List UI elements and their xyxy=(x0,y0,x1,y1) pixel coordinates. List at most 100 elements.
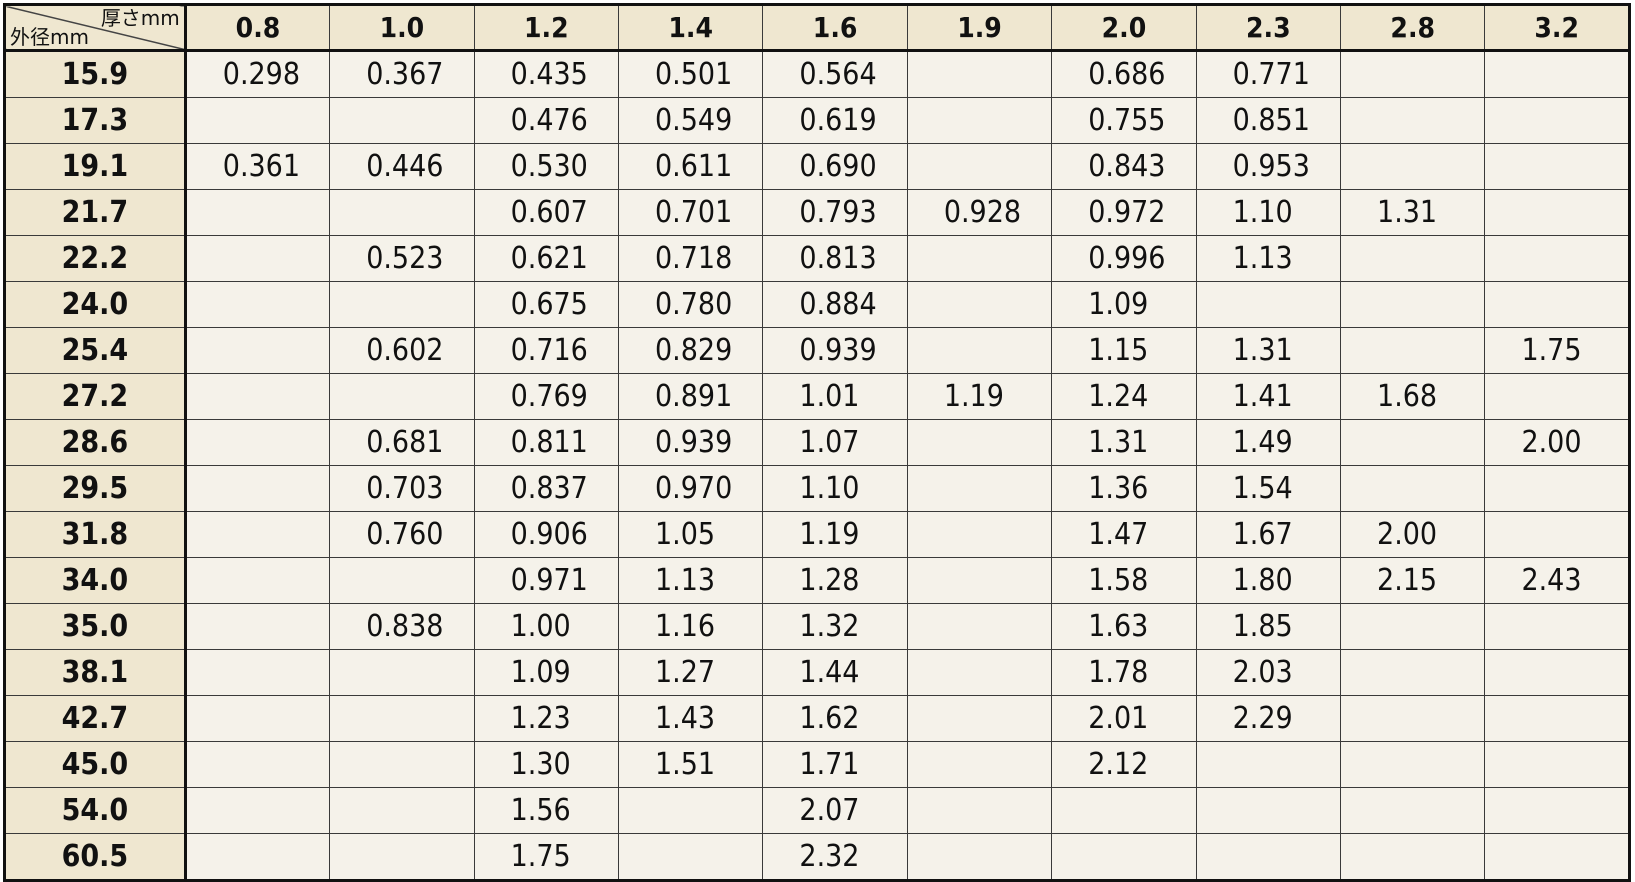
header-row: 厚さmm 外径mm 0.8 1.0 1.2 1.4 1.6 1.9 2.0 2.3 2.8 3.2 xyxy=(4,4,1630,52)
weight-cell: 0.564 xyxy=(762,50,908,98)
weight-cell xyxy=(329,189,475,236)
outer-diameter-cell: 42.7 xyxy=(4,695,187,742)
weight-cell: 1.05 xyxy=(617,511,764,558)
outer-diameter-cell: 45.0 xyxy=(4,741,187,788)
weight-cell: 1.27 xyxy=(617,649,764,696)
weight-cell xyxy=(1484,235,1630,282)
weight-cell: 0.690 xyxy=(762,143,908,190)
weight-cell: 1.00 xyxy=(473,603,620,650)
table-row: 15.9 0.298 0.367 0.435 0.501 0.564 0.686 0.771 xyxy=(4,50,1630,98)
weight-cell xyxy=(184,741,331,788)
weight-cell: 1.80 xyxy=(1195,557,1342,604)
diameter-axis-label: 外径mm xyxy=(10,25,89,49)
thickness-column-header: 1.9 xyxy=(906,4,1053,52)
weight-cell xyxy=(1051,833,1197,881)
weight-cell: 0.530 xyxy=(473,143,620,190)
weight-cell xyxy=(1484,695,1630,742)
weight-cell: 0.771 xyxy=(1195,50,1342,98)
weight-cell: 0.793 xyxy=(762,189,908,236)
weight-cell xyxy=(184,787,331,834)
weight-cell: 0.996 xyxy=(1051,235,1197,282)
weight-cell xyxy=(329,373,475,420)
outer-diameter-cell: 21.7 xyxy=(4,189,187,236)
weight-cell: 1.56 xyxy=(473,787,620,834)
outer-diameter-cell: 28.6 xyxy=(4,419,187,466)
thickness-column-header: 2.0 xyxy=(1051,4,1197,52)
table-row: 25.4 0.602 0.716 0.829 0.939 1.15 1.31 1.75 xyxy=(4,327,1630,374)
weight-cell xyxy=(329,833,475,881)
weight-cell xyxy=(329,787,475,834)
weight-cell xyxy=(1484,833,1630,881)
weight-cell xyxy=(906,281,1053,328)
weight-cell: 1.28 xyxy=(762,557,908,604)
weight-cell: 0.760 xyxy=(329,511,475,558)
weight-cell xyxy=(1340,419,1486,466)
weight-cell xyxy=(1484,50,1630,98)
weight-cell: 1.85 xyxy=(1195,603,1342,650)
weight-cell: 2.43 xyxy=(1484,557,1630,604)
outer-diameter-cell: 27.2 xyxy=(4,373,187,420)
weight-cell: 1.13 xyxy=(1195,235,1342,282)
weight-cell xyxy=(184,695,331,742)
weight-cell: 1.36 xyxy=(1051,465,1197,512)
weight-cell: 0.675 xyxy=(473,281,620,328)
weight-cell: 0.621 xyxy=(473,235,620,282)
weight-cell xyxy=(1340,603,1486,650)
weight-cell: 1.75 xyxy=(473,833,620,881)
weight-cell xyxy=(184,833,331,881)
thickness-column-header: 1.0 xyxy=(329,4,475,52)
weight-cell xyxy=(1484,787,1630,834)
weight-cell xyxy=(329,741,475,788)
weight-cell xyxy=(1195,787,1342,834)
weight-cell: 2.03 xyxy=(1195,649,1342,696)
weight-cell: 0.829 xyxy=(617,327,764,374)
weight-cell xyxy=(1340,695,1486,742)
weight-cell: 1.01 xyxy=(762,373,908,420)
weight-cell: 1.44 xyxy=(762,649,908,696)
weight-cell: 0.811 xyxy=(473,419,620,466)
weight-cell: 2.29 xyxy=(1195,695,1342,742)
weight-cell xyxy=(906,557,1053,604)
weight-cell: 1.63 xyxy=(1051,603,1197,650)
outer-diameter-cell: 31.8 xyxy=(4,511,187,558)
outer-diameter-cell: 29.5 xyxy=(4,465,187,512)
weight-cell xyxy=(906,833,1053,881)
outer-diameter-cell: 60.5 xyxy=(4,833,187,881)
weight-cell: 0.884 xyxy=(762,281,908,328)
weight-cell xyxy=(1484,649,1630,696)
table-row: 19.1 0.361 0.446 0.530 0.611 0.690 0.843 0.953 xyxy=(4,143,1630,190)
table-row: 29.5 0.703 0.837 0.970 1.10 1.36 1.54 xyxy=(4,465,1630,512)
weight-cell: 0.813 xyxy=(762,235,908,282)
weight-cell xyxy=(184,97,331,144)
weight-cell: 0.523 xyxy=(329,235,475,282)
weight-cell: 0.298 xyxy=(184,50,331,98)
weight-cell xyxy=(906,465,1053,512)
weight-cell xyxy=(906,50,1053,98)
weight-cell: 0.619 xyxy=(762,97,908,144)
weight-cell xyxy=(1340,833,1486,881)
thickness-column-header: 2.8 xyxy=(1340,4,1486,52)
weight-cell: 1.49 xyxy=(1195,419,1342,466)
weight-cell xyxy=(184,281,331,328)
outer-diameter-cell: 54.0 xyxy=(4,787,187,834)
outer-diameter-cell: 38.1 xyxy=(4,649,187,696)
table-row: 21.7 0.607 0.701 0.793 0.928 0.972 1.10 1.31 xyxy=(4,189,1630,236)
weight-cell: 2.07 xyxy=(762,787,908,834)
weight-cell xyxy=(1484,373,1630,420)
weight-cell: 0.501 xyxy=(617,50,764,98)
weight-cell: 0.703 xyxy=(329,465,475,512)
weight-cell: 0.686 xyxy=(1051,50,1197,98)
weight-cell xyxy=(906,327,1053,374)
weight-cell: 0.838 xyxy=(329,603,475,650)
weight-cell xyxy=(906,143,1053,190)
outer-diameter-cell: 34.0 xyxy=(4,557,187,604)
weight-cell: 1.58 xyxy=(1051,557,1197,604)
table-row: 24.0 0.675 0.780 0.884 1.09 xyxy=(4,281,1630,328)
table-row: 28.6 0.681 0.811 0.939 1.07 1.31 1.49 2.00 xyxy=(4,419,1630,466)
weight-cell: 1.19 xyxy=(906,373,1053,420)
weight-cell: 1.10 xyxy=(762,465,908,512)
weight-cell: 1.23 xyxy=(473,695,620,742)
weight-cell xyxy=(1340,465,1486,512)
weight-cell: 1.07 xyxy=(762,419,908,466)
table-row: 42.7 1.23 1.43 1.62 2.01 2.29 xyxy=(4,695,1630,742)
